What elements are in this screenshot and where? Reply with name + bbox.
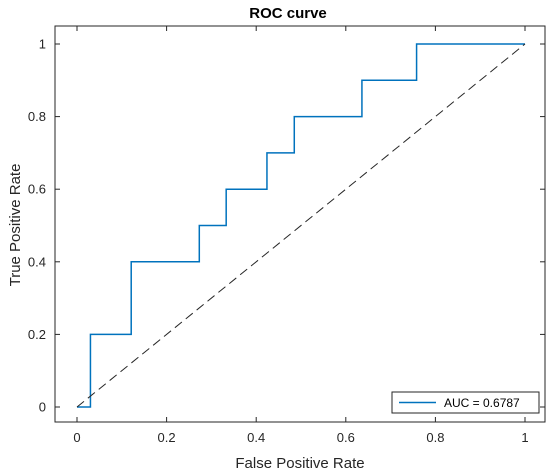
y-tick-label: 0.6 <box>28 182 46 197</box>
x-axis-label: False Positive Rate <box>235 455 364 472</box>
y-tick-label: 0 <box>39 400 46 415</box>
y-tick-label: 0.8 <box>28 109 46 124</box>
y-tick-label: 1 <box>39 37 46 52</box>
plot-area <box>54 25 546 423</box>
x-tick-label: 0.2 <box>158 430 176 445</box>
chance-diagonal-line <box>76 43 526 408</box>
x-tick-label: 1 <box>521 430 528 445</box>
x-tick-label: 0.4 <box>247 430 265 445</box>
y-tick-label: 0.4 <box>28 254 46 269</box>
x-tick-label: 0.6 <box>337 430 355 445</box>
legend-box <box>391 391 540 414</box>
x-tick-label: 0 <box>73 430 80 445</box>
legend-label: AUC = 0.6787 <box>444 396 520 410</box>
series-group <box>76 43 526 408</box>
x-tick-label: 0.8 <box>426 430 444 445</box>
y-axis-label: True Positive Rate <box>7 164 24 287</box>
y-tick-label: 0.2 <box>28 327 46 342</box>
x-axis: 0 0.2 0.4 0.6 0.8 1 <box>73 26 529 445</box>
y-axis: 0 0.2 0.4 0.6 0.8 1 <box>28 37 545 415</box>
chart-title: ROC curve <box>249 5 327 22</box>
legend: AUC = 0.6787 <box>391 391 540 414</box>
roc-curve-line <box>77 43 525 408</box>
